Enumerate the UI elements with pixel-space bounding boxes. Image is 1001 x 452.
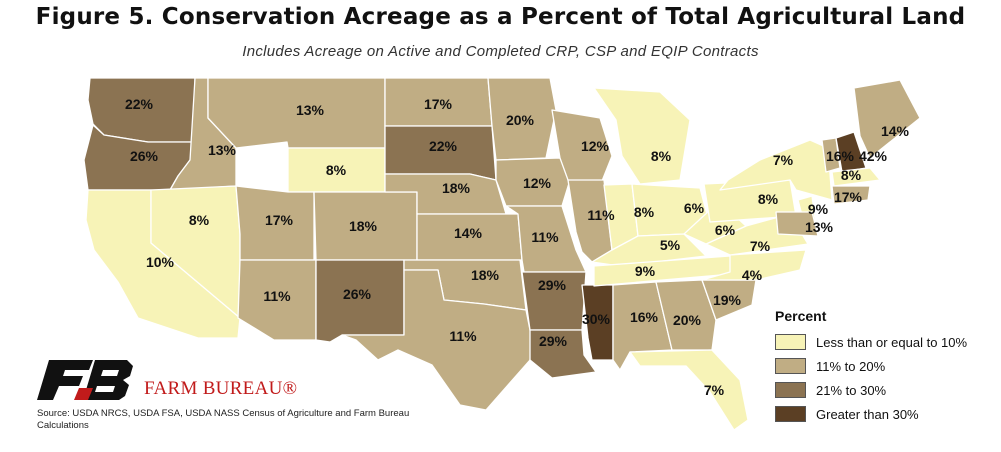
state-value-sc: 19% bbox=[713, 292, 742, 308]
state-value-ny: 7% bbox=[773, 152, 794, 168]
state-value-ne: 18% bbox=[442, 180, 471, 196]
state-vt bbox=[821, 137, 841, 173]
legend-swatch bbox=[775, 334, 806, 350]
legend-item-gt-30: Greater than 30% bbox=[775, 404, 967, 424]
state-value-mn: 20% bbox=[506, 112, 535, 128]
state-value-wy: 8% bbox=[326, 162, 347, 178]
legend-item-21-30: 21% to 30% bbox=[775, 380, 967, 400]
state-md-de bbox=[775, 211, 819, 237]
state-value-wa: 22% bbox=[125, 96, 154, 112]
state-value-al: 16% bbox=[630, 309, 659, 325]
state-la bbox=[529, 329, 597, 379]
legend-label: Greater than 30% bbox=[816, 406, 919, 422]
state-value-sd: 22% bbox=[429, 138, 458, 154]
legend-item-le-10: Less than or equal to 10% bbox=[775, 332, 967, 352]
legend-label: Less than or equal to 10% bbox=[816, 334, 968, 350]
state-value-la: 29% bbox=[539, 333, 568, 349]
state-value-ia: 12% bbox=[523, 175, 552, 191]
legend-swatch bbox=[775, 382, 806, 398]
state-value-ga: 20% bbox=[673, 312, 702, 328]
state-ma bbox=[831, 167, 881, 187]
state-value-mi: 8% bbox=[651, 148, 672, 164]
page-title: Figure 5. Conservation Acreage as a Perc… bbox=[35, 4, 966, 30]
legend-swatch bbox=[775, 406, 806, 422]
state-value-tx: 11% bbox=[449, 328, 477, 344]
legend-title: Percent bbox=[775, 308, 827, 324]
state-value-wi: 12% bbox=[581, 138, 610, 154]
state-value-in: 8% bbox=[634, 204, 655, 220]
state-value-ma: 8% bbox=[841, 167, 862, 183]
state-value-nh: 42% bbox=[859, 148, 888, 164]
state-value-md-de: 13% bbox=[805, 219, 834, 235]
state-value-ks: 14% bbox=[454, 225, 483, 241]
state-value-nc: 4% bbox=[742, 267, 763, 283]
state-value-oh: 6% bbox=[684, 200, 705, 216]
state-value-az: 11% bbox=[263, 288, 291, 304]
legend-label: 11% to 20% bbox=[816, 358, 886, 374]
page-subtitle: Includes Acreage on Active and Completed… bbox=[242, 43, 759, 60]
legend-swatch bbox=[775, 358, 806, 374]
state-value-nm: 26% bbox=[343, 286, 372, 302]
farm-bureau-logo-icon bbox=[37, 360, 133, 400]
state-value-me: 14% bbox=[881, 123, 910, 139]
state-value-id: 13% bbox=[208, 142, 237, 158]
state-value-nv: 8% bbox=[189, 212, 210, 228]
state-value-nj: 9% bbox=[808, 201, 829, 217]
state-value-co: 18% bbox=[349, 218, 378, 234]
state-value-ut: 17% bbox=[265, 212, 294, 228]
state-value-ct-ri: 17% bbox=[834, 189, 863, 205]
state-value-ms: 30% bbox=[582, 311, 611, 327]
state-value-tn: 9% bbox=[635, 263, 656, 279]
state-value-vt: 16% bbox=[826, 148, 855, 164]
state-me bbox=[853, 79, 921, 159]
state-value-ca: 10% bbox=[146, 254, 175, 270]
state-value-mt: 13% bbox=[296, 102, 325, 118]
brand-name: FARM BUREAU® bbox=[144, 378, 298, 399]
legend-item-11-20: 11% to 20% bbox=[775, 356, 967, 376]
state-fl bbox=[629, 349, 749, 431]
state-value-or: 26% bbox=[130, 148, 159, 164]
source-note: Source: USDA NRCS, USDA FSA, USDA NASS C… bbox=[37, 408, 410, 431]
state-value-mo: 11% bbox=[531, 229, 559, 245]
state-value-ky: 5% bbox=[660, 237, 681, 253]
legend: Percent Less than or equal to 10% 11% to… bbox=[775, 308, 967, 428]
state-value-ok: 18% bbox=[471, 267, 500, 283]
state-value-ar: 29% bbox=[538, 277, 567, 293]
state-value-va: 7% bbox=[750, 238, 771, 254]
state-ct-ri bbox=[831, 185, 871, 205]
state-tx bbox=[341, 269, 533, 411]
state-az bbox=[237, 259, 317, 341]
state-mi bbox=[593, 87, 691, 185]
state-ny bbox=[719, 139, 833, 201]
state-value-il: 11% bbox=[587, 207, 615, 223]
state-value-pa: 8% bbox=[758, 191, 779, 207]
state-ga bbox=[655, 279, 717, 351]
state-value-fl: 7% bbox=[704, 382, 725, 398]
state-nc bbox=[701, 249, 807, 281]
state-value-wv: 6% bbox=[715, 222, 736, 238]
legend-label: 21% to 30% bbox=[816, 382, 887, 398]
state-value-nd: 17% bbox=[424, 96, 453, 112]
